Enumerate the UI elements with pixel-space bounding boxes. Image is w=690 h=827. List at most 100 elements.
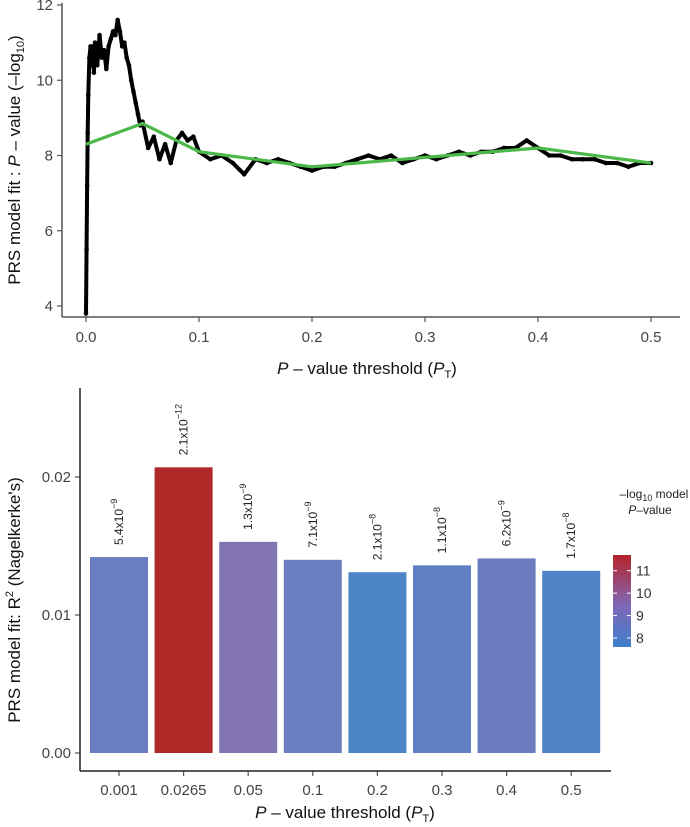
- data-point: [400, 160, 405, 166]
- bar-label-mantissa: 2.1x10: [177, 419, 191, 455]
- y-axis-title-subscript: 10: [15, 41, 27, 53]
- bar-label: 1.1x10−8: [432, 507, 449, 553]
- data-point: [135, 111, 141, 117]
- plot-area: [83, 17, 654, 316]
- data-point: [354, 156, 360, 162]
- data-point: [151, 134, 157, 139]
- bar: [90, 557, 148, 753]
- x-tick-label: 0.2: [302, 329, 323, 346]
- x-axis-title: P – value threshold (PT): [277, 359, 457, 381]
- legend-title-p: P: [628, 503, 636, 517]
- x-axis-title-text: – value threshold (: [289, 359, 434, 378]
- data-point: [168, 160, 174, 166]
- data-point: [89, 62, 94, 68]
- bar-label: 5.4x10−9: [109, 499, 126, 545]
- bar-label-mantissa: 7.1x10: [306, 511, 320, 547]
- legend-title-suffix: model: [652, 487, 688, 501]
- x-tick-label: 0.0265: [161, 782, 207, 799]
- legend-title-value: –value: [636, 503, 672, 517]
- bar-label-exponent: −12: [174, 404, 184, 419]
- data-point: [179, 130, 185, 136]
- y-tick-label: 0.02: [42, 469, 71, 486]
- data-point: [524, 138, 529, 143]
- y-axis-title: PRS model fit: R2 (Nagelkerke's): [4, 477, 24, 723]
- data-point: [128, 77, 134, 83]
- data-point: [626, 164, 631, 170]
- bar: [477, 558, 536, 753]
- bar: [219, 541, 278, 753]
- series-line-threshold-fit: [85, 121, 652, 169]
- bars: [90, 467, 601, 753]
- x-axis-title-close: ): [451, 359, 457, 378]
- x-axis-ticks: 0.0 0.1 0.2 0.3 0.4 0.5: [76, 317, 661, 346]
- x-axis-title-subscript: T: [422, 813, 429, 825]
- bar-label-mantissa: 5.4x10: [112, 509, 126, 545]
- bar-chart: 0.000.010.02 5.4x10−92.1x10−121.3x10−97.…: [4, 388, 688, 825]
- bar-label-mantissa: 6.2x10: [500, 510, 514, 546]
- data-point: [185, 138, 190, 143]
- bar-label: 2.1x10−12: [174, 404, 191, 455]
- y-tick-label: 4: [45, 298, 53, 315]
- data-point: [115, 17, 120, 23]
- data-point: [122, 40, 127, 45]
- x-axis-title: P – value threshold (PT): [255, 803, 435, 825]
- x-tick-label: 0.4: [528, 329, 549, 346]
- y-tick-label: 8: [45, 148, 53, 165]
- x-tick-label: 0.1: [302, 782, 323, 799]
- data-point: [162, 141, 168, 147]
- y-axis-title-prefix: PRS model fit :: [5, 167, 24, 285]
- data-point: [119, 44, 125, 49]
- data-point: [241, 172, 247, 177]
- data-point: [95, 62, 100, 68]
- bar-label-mantissa: 1.1x10: [435, 517, 449, 553]
- data-point: [208, 156, 213, 162]
- line-chart: 4 6 8 10 12 0.0 0.1 0.2 0.3 0.4 0.5 P – value thr…: [5, 0, 680, 381]
- x-axis-title-pt: P: [411, 803, 423, 822]
- bar-label: 2.1x10−8: [367, 514, 384, 560]
- y-axis-ticks: 4 6 8 10 12: [36, 0, 62, 315]
- data-point: [191, 134, 196, 139]
- data-point: [91, 70, 97, 76]
- bar-label-exponent: −9: [238, 484, 248, 494]
- bar-label-mantissa: 1.3x10: [241, 494, 255, 530]
- bar-label-exponent: −8: [432, 507, 442, 517]
- bar-label-exponent: −8: [367, 514, 377, 524]
- data-point: [133, 100, 139, 106]
- y-tick-label: 0.01: [42, 607, 71, 624]
- bar: [542, 570, 601, 753]
- data-point: [131, 89, 136, 94]
- data-point: [92, 40, 98, 45]
- colorbar-ticks: 8 9 10 11: [613, 563, 652, 646]
- bar: [283, 559, 342, 753]
- bar-label: 6.2x10−9: [497, 500, 514, 546]
- bar-label-mantissa: 2.1x10: [370, 524, 384, 560]
- legend-title-prefix: –log: [620, 487, 643, 501]
- data-point: [569, 156, 575, 162]
- y-axis-title-mid: – value (–log: [5, 53, 24, 155]
- data-point: [108, 36, 114, 42]
- x-tick-label: 0.4: [496, 782, 517, 799]
- data-point: [117, 29, 123, 34]
- data-point: [275, 156, 281, 162]
- data-point: [106, 44, 111, 49]
- x-axis-title-subscript: T: [444, 369, 451, 381]
- x-axis-title-p: P: [277, 359, 289, 378]
- data-point: [104, 66, 109, 72]
- data-point: [85, 93, 91, 98]
- y-tick-label: 12: [36, 0, 53, 14]
- x-tick-label: 0.0: [76, 329, 97, 346]
- bar-label-exponent: −9: [109, 499, 119, 509]
- bar: [348, 572, 407, 753]
- data-point: [110, 29, 116, 34]
- colorbar: [613, 555, 631, 647]
- x-axis-ticks: 0.001 0.0265 0.05 0.1 0.2 0.3 0.4 0.5: [100, 771, 582, 799]
- y-axis-ticks: 0.00 0.01 0.02: [42, 469, 80, 762]
- bar: [154, 467, 213, 753]
- y-axis-title: PRS model fit : P – value (–log10): [5, 35, 27, 284]
- data-point: [124, 55, 129, 60]
- colorbar-tick-label: 9: [636, 608, 644, 624]
- data-point: [99, 55, 105, 60]
- bar-labels: 5.4x10−92.1x10−121.3x10−97.1x10−92.1x10−…: [109, 404, 578, 560]
